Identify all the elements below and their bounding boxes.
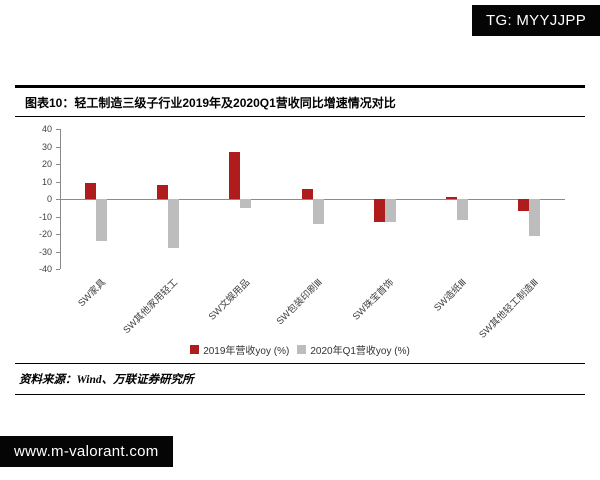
figure-label: 图表10：	[25, 96, 75, 110]
y-tick-mark	[56, 216, 60, 218]
legend-swatch-2020q1	[297, 344, 307, 354]
x-category-label-text: SW包装印刷Ⅲ	[274, 277, 325, 328]
figure-title: 图表10：轻工制造三级子行业2019年及2020Q1营收同比增速情况对比	[15, 88, 585, 117]
figure-block: 图表10：轻工制造三级子行业2019年及2020Q1营收同比增速情况对比 40 3…	[15, 85, 585, 395]
bar-series1-cat0	[96, 199, 108, 241]
y-tick-mark	[56, 129, 60, 130]
y-tick-label: 40	[41, 124, 52, 134]
chart-legend: 2019年营收yoy (%) 2020年Q1营收yoy (%)	[15, 339, 585, 359]
bar-series1-cat5	[456, 199, 468, 220]
y-tick-label: 10	[41, 176, 52, 187]
bar-series0-cat1	[157, 185, 169, 199]
site-watermark: www.m-valorant.com	[0, 436, 173, 467]
y-tick-label: 20	[41, 159, 52, 169]
source-text: 资料来源：Wind、万联证券研究所	[19, 374, 194, 386]
bar-series0-cat6	[517, 199, 529, 212]
bar-series1-cat3	[312, 199, 324, 224]
y-tick-mark	[56, 181, 60, 183]
bar-series0-cat0	[85, 183, 97, 199]
y-tick-mark	[56, 199, 60, 200]
bar-series1-cat6	[528, 199, 540, 236]
y-tick-label: -20	[38, 229, 52, 239]
x-category-label-text: SW文娱用品	[206, 277, 253, 323]
bar-series0-cat3	[301, 188, 313, 199]
y-tick-mark	[56, 269, 60, 270]
source-line: 资料来源：Wind、万联证券研究所	[15, 363, 585, 395]
legend-item-2020q1: 2020年Q1营收yoy (%)	[297, 342, 410, 357]
bar-chart: 40 30 20 10 0 -10 -20 -30 -40 SW家具 SW其他家用轻工 SW文娱用品 S…	[15, 117, 585, 341]
x-category-label-text: SW家具	[75, 277, 108, 310]
x-category-label-text: SW其他家用轻工	[121, 277, 181, 337]
figure-title-text: 轻工制造三级子行业2019年及2020Q1营收同比增速情况对比	[74, 96, 396, 110]
x-category-label-text: SW造纸Ⅲ	[432, 277, 469, 314]
y-tick-label: -40	[38, 264, 52, 274]
bar-series1-cat2	[240, 199, 252, 208]
y-tick-mark	[56, 234, 60, 235]
x-category-label-text: SW珠宝首饰	[351, 277, 397, 323]
telegram-watermark: TG: MYYJJPP	[472, 5, 600, 36]
bar-series1-cat4	[384, 199, 396, 222]
y-tick-mark	[56, 164, 60, 165]
legend-label-2020q1: 2020年Q1营收yoy (%)	[310, 345, 410, 357]
y-tick-label: -10	[38, 211, 52, 222]
y-tick-label: -30	[38, 246, 52, 257]
y-tick-label: 30	[41, 141, 52, 152]
bar-series0-cat2	[229, 151, 241, 199]
y-tick-mark	[56, 146, 60, 148]
x-category-label-text: SW其他轻工制造Ⅲ	[477, 277, 541, 341]
bar-series1-cat1	[168, 199, 180, 248]
y-tick-mark	[56, 251, 60, 253]
legend-label-2019: 2019年营收yoy (%)	[203, 345, 290, 357]
bar-series0-cat4	[373, 199, 385, 222]
y-tick-label: 0	[46, 194, 52, 204]
legend-item-2019: 2019年营收yoy (%)	[190, 342, 289, 357]
legend-swatch-2019	[190, 344, 200, 354]
bar-series0-cat5	[445, 197, 457, 199]
